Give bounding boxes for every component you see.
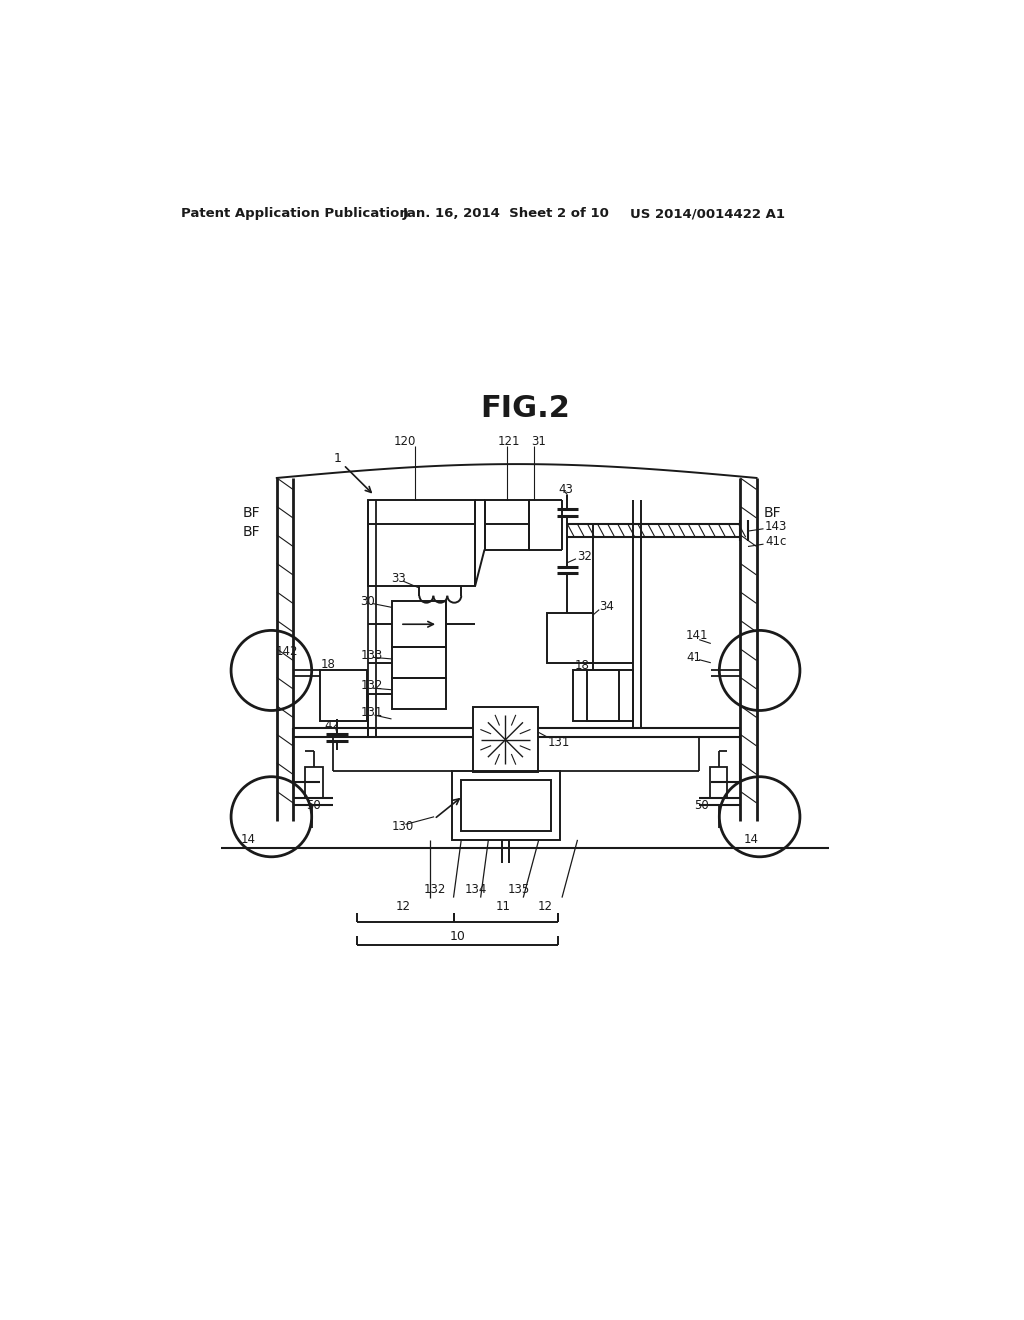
Text: 43: 43 [558, 483, 573, 496]
Text: 142: 142 [275, 644, 298, 657]
Text: Jan. 16, 2014  Sheet 2 of 10: Jan. 16, 2014 Sheet 2 of 10 [403, 207, 610, 220]
Text: 14: 14 [744, 833, 759, 846]
Circle shape [719, 631, 800, 710]
Bar [587, 671, 633, 721]
Text: 143: 143 [765, 520, 787, 533]
Bar [710, 767, 727, 797]
Text: 131: 131 [548, 735, 570, 748]
Bar [547, 612, 593, 663]
Bar [461, 780, 551, 830]
Bar [391, 601, 445, 647]
Text: BF: BF [243, 506, 260, 520]
Text: 130: 130 [391, 820, 414, 833]
Text: 18: 18 [574, 659, 589, 672]
Text: 133: 133 [360, 648, 383, 661]
Text: 11: 11 [496, 900, 511, 913]
Text: 141: 141 [686, 630, 709, 643]
Text: 10: 10 [450, 929, 466, 942]
Text: 50: 50 [693, 799, 709, 812]
Circle shape [231, 776, 311, 857]
Circle shape [231, 631, 311, 710]
Text: 30: 30 [360, 594, 375, 607]
Text: 42: 42 [324, 718, 339, 731]
Text: 18: 18 [321, 657, 335, 671]
Bar [321, 671, 367, 721]
Circle shape [719, 776, 800, 857]
Bar [305, 767, 323, 797]
Text: 32: 32 [578, 550, 592, 564]
Text: 34: 34 [599, 601, 614, 612]
Text: BF: BF [243, 525, 260, 539]
Text: 33: 33 [391, 572, 407, 585]
Text: 41c: 41c [765, 536, 786, 548]
Text: 50: 50 [306, 799, 321, 812]
Text: 14: 14 [241, 833, 255, 846]
Bar [391, 678, 445, 709]
Text: 41: 41 [686, 651, 701, 664]
Text: 120: 120 [393, 436, 416, 449]
Bar [473, 708, 538, 772]
Text: 12: 12 [396, 900, 412, 913]
Text: 121: 121 [498, 436, 520, 449]
Bar [484, 499, 529, 549]
Text: 12: 12 [538, 900, 552, 913]
Text: 134: 134 [465, 883, 487, 896]
Text: 31: 31 [531, 436, 546, 449]
Bar [452, 771, 560, 840]
Text: 131: 131 [360, 706, 383, 719]
Bar [572, 671, 620, 721]
Bar [369, 499, 475, 586]
Text: BF: BF [764, 506, 781, 520]
Bar [391, 647, 445, 678]
Text: 1: 1 [334, 453, 341, 465]
Text: 132: 132 [424, 883, 446, 896]
Text: 132: 132 [360, 680, 383, 693]
Text: 135: 135 [508, 883, 530, 896]
Text: FIG.2: FIG.2 [480, 395, 569, 424]
Text: US 2014/0014422 A1: US 2014/0014422 A1 [630, 207, 785, 220]
Text: Patent Application Publication: Patent Application Publication [180, 207, 409, 220]
